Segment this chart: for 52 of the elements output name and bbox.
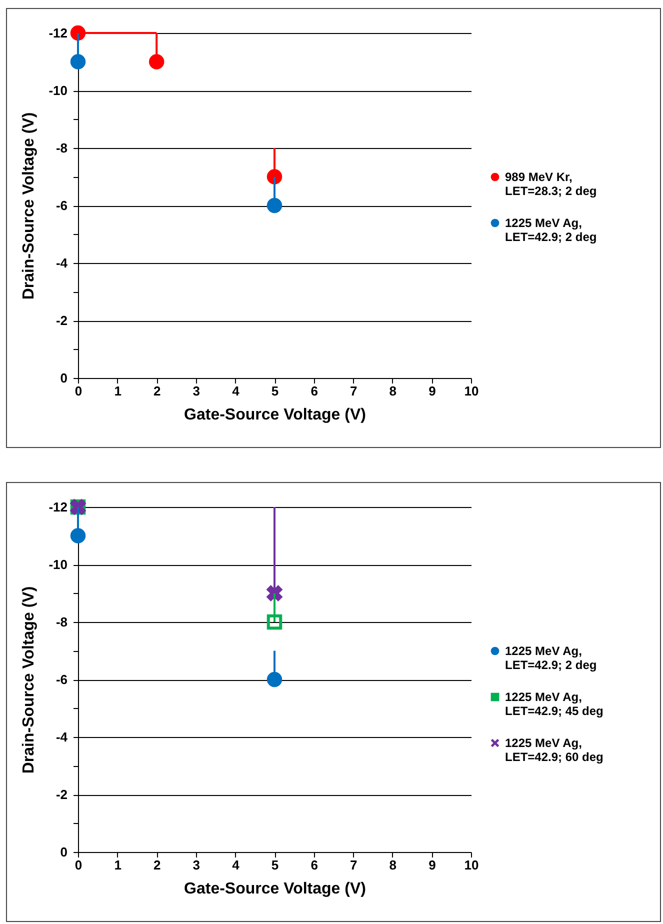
x-tick-label: 0 [74,384,82,398]
y-axis-title: Drain-Source Voltage (V) [20,112,38,300]
y-tick-label: -6 [56,198,68,213]
point [266,198,282,214]
y-tick-label: -8 [56,614,68,630]
point [70,54,86,70]
x-tick-label: 1 [114,384,122,398]
x-tick-label: 1 [114,858,122,872]
x-tick-label: 10 [464,384,479,398]
x-tick-label: 10 [464,858,479,872]
x-tick-label: 5 [271,384,279,398]
point [148,54,164,70]
legend-label: 989 MeV Kr, LET=28.3; 2 deg [505,170,597,198]
y-tick-label: -2 [56,313,68,328]
x-tick-label: 4 [232,384,240,398]
y-tick-label: -10 [48,83,68,98]
y-tick-label: -12 [48,500,68,514]
y-tick-label: -10 [48,557,68,572]
y-tick-label: -4 [56,256,68,270]
point [266,586,282,601]
x-tick-label: 4 [232,858,240,872]
x-tick-label: 3 [192,858,200,872]
x-tick-label: 8 [389,384,397,398]
y-tick-label: -12 [48,26,68,40]
x-axis-title: Gate-Source Voltage (V) [184,406,366,424]
legend-label: 1225 MeV Ag, LET=42.9; 60 deg [505,736,604,764]
x-tick-label: 2 [153,384,161,398]
y-tick-label: -2 [56,787,68,802]
x-tick-label: 3 [192,384,200,398]
x-tick-label: 2 [153,858,161,872]
y-tick-label: -4 [56,730,68,744]
y-axis-title: Drain-Source Voltage (V) [20,586,38,774]
legend-label: 1225 MeV Ag, LET=42.9; 2 deg [505,216,597,244]
y-tick-label: -8 [56,140,68,156]
x-axis-title: Gate-Source Voltage (V) [184,880,366,898]
y-tick-label: 0 [60,370,68,386]
legend-label: 1225 MeV Ag, LET=42.9; 2 deg [505,644,597,672]
x-tick-label: 8 [389,858,397,872]
x-tick-label: 7 [350,384,358,398]
x-tick-label: 6 [310,384,318,398]
x-tick-label: 0 [74,858,82,872]
y-tick-label: 0 [60,844,68,860]
point [70,528,86,544]
point [266,672,282,688]
point [266,614,282,630]
x-tick-label: 5 [271,858,279,872]
x-tick-label: 7 [350,858,358,872]
y-tick-label: -6 [56,672,68,687]
x-tick-label: 9 [428,858,436,872]
legend-label: 1225 MeV Ag, LET=42.9; 45 deg [505,690,604,718]
x-tick-label: 6 [310,858,318,872]
x-tick-label: 9 [428,384,436,398]
